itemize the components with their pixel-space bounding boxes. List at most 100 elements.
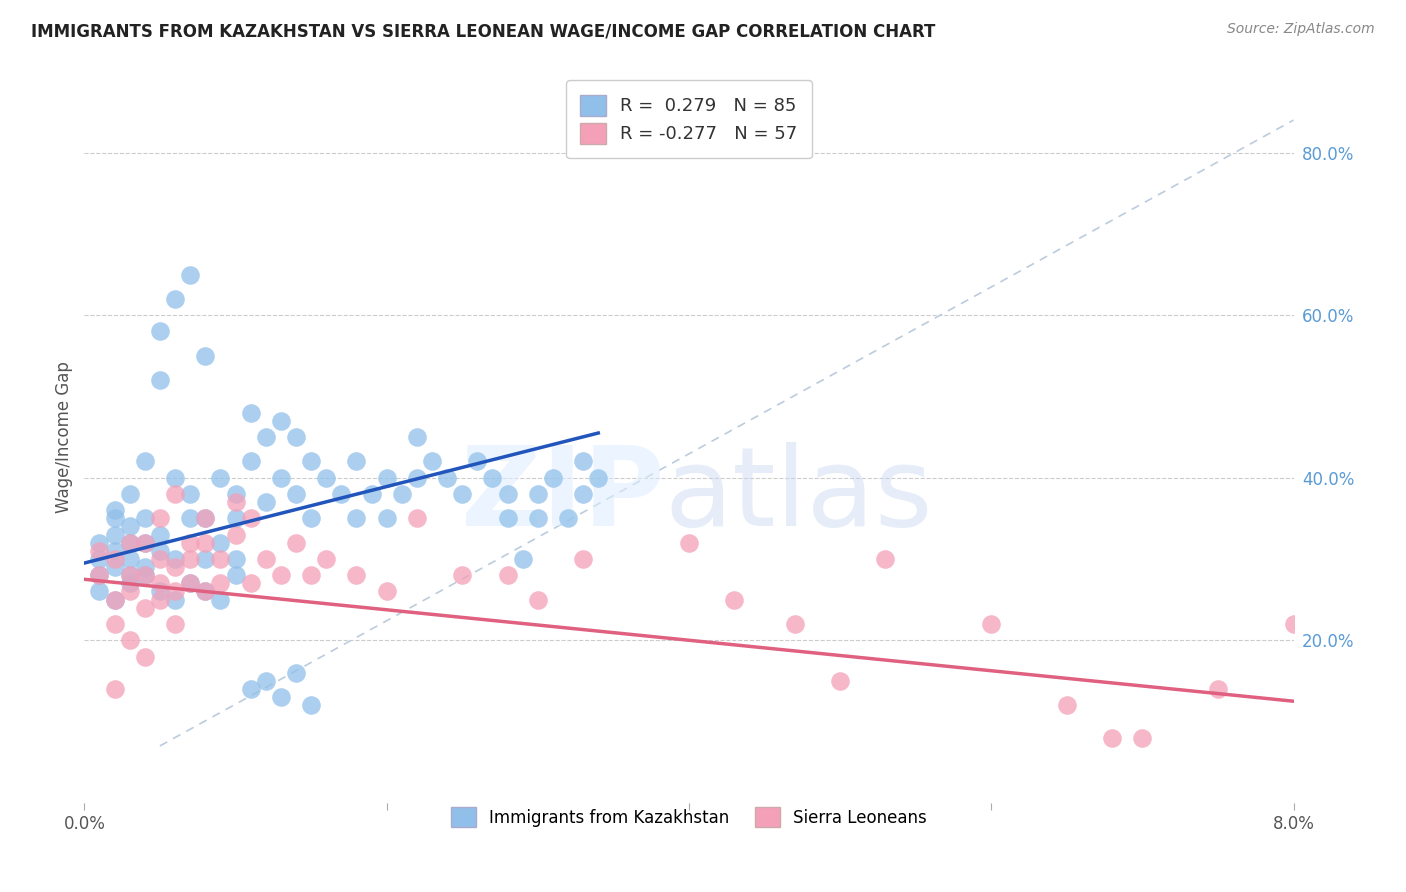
Point — [104, 592, 127, 607]
Point — [239, 576, 262, 591]
Point — [89, 552, 111, 566]
Point — [572, 487, 595, 501]
Point — [375, 511, 398, 525]
Point — [89, 544, 111, 558]
Point — [254, 495, 277, 509]
Point — [165, 617, 187, 632]
Point — [239, 406, 262, 420]
Point — [225, 495, 247, 509]
Point — [118, 487, 141, 501]
Point — [194, 552, 217, 566]
Point — [330, 487, 353, 501]
Point — [239, 454, 262, 468]
Y-axis label: Wage/Income Gap: Wage/Income Gap — [55, 361, 73, 513]
Point — [270, 471, 292, 485]
Point — [165, 292, 187, 306]
Point — [254, 552, 277, 566]
Point — [225, 511, 247, 525]
Point — [299, 454, 322, 468]
Point — [104, 527, 127, 541]
Point — [557, 511, 579, 525]
Point — [375, 584, 398, 599]
Point — [225, 487, 247, 501]
Point — [89, 568, 111, 582]
Point — [451, 568, 474, 582]
Point — [723, 592, 745, 607]
Point — [830, 673, 852, 688]
Point — [134, 649, 156, 664]
Point — [118, 576, 141, 591]
Point — [209, 576, 232, 591]
Point — [104, 681, 127, 696]
Point — [179, 535, 201, 549]
Point — [165, 487, 187, 501]
Point — [436, 471, 458, 485]
Point — [165, 552, 187, 566]
Point — [118, 568, 141, 582]
Point — [165, 560, 187, 574]
Point — [104, 560, 127, 574]
Point — [104, 511, 127, 525]
Point — [360, 487, 382, 501]
Point — [346, 511, 368, 525]
Point — [118, 519, 141, 533]
Point — [179, 487, 201, 501]
Point — [420, 454, 443, 468]
Point — [875, 552, 897, 566]
Point — [496, 511, 519, 525]
Point — [270, 414, 292, 428]
Point — [225, 527, 247, 541]
Point — [512, 552, 534, 566]
Point — [134, 454, 156, 468]
Text: ZIP: ZIP — [461, 442, 665, 549]
Point — [118, 568, 141, 582]
Point — [149, 325, 172, 339]
Text: Source: ZipAtlas.com: Source: ZipAtlas.com — [1227, 22, 1375, 37]
Point — [225, 552, 247, 566]
Point — [254, 430, 277, 444]
Point — [285, 487, 308, 501]
Legend: Immigrants from Kazakhstan, Sierra Leoneans: Immigrants from Kazakhstan, Sierra Leone… — [440, 796, 938, 838]
Point — [299, 698, 322, 713]
Point — [299, 511, 322, 525]
Point — [481, 471, 503, 485]
Point — [209, 471, 232, 485]
Point — [451, 487, 474, 501]
Point — [118, 535, 141, 549]
Point — [1282, 617, 1305, 632]
Point — [179, 576, 201, 591]
Point — [165, 592, 187, 607]
Point — [149, 592, 172, 607]
Point — [285, 430, 308, 444]
Point — [149, 552, 172, 566]
Point — [209, 535, 232, 549]
Point — [118, 633, 141, 648]
Point — [1101, 731, 1123, 745]
Point — [678, 535, 700, 549]
Point — [527, 592, 550, 607]
Point — [285, 665, 308, 680]
Point — [179, 268, 201, 282]
Point — [209, 592, 232, 607]
Point — [315, 552, 337, 566]
Point — [134, 535, 156, 549]
Point — [270, 690, 292, 705]
Point — [104, 503, 127, 517]
Point — [134, 568, 156, 582]
Point — [118, 552, 141, 566]
Point — [375, 471, 398, 485]
Point — [118, 535, 141, 549]
Point — [285, 535, 308, 549]
Point — [254, 673, 277, 688]
Point — [134, 560, 156, 574]
Point — [118, 584, 141, 599]
Point — [1206, 681, 1229, 696]
Point — [783, 617, 806, 632]
Point — [149, 527, 172, 541]
Point — [299, 568, 322, 582]
Point — [270, 568, 292, 582]
Point — [980, 617, 1002, 632]
Point — [346, 454, 368, 468]
Point — [194, 511, 217, 525]
Point — [572, 552, 595, 566]
